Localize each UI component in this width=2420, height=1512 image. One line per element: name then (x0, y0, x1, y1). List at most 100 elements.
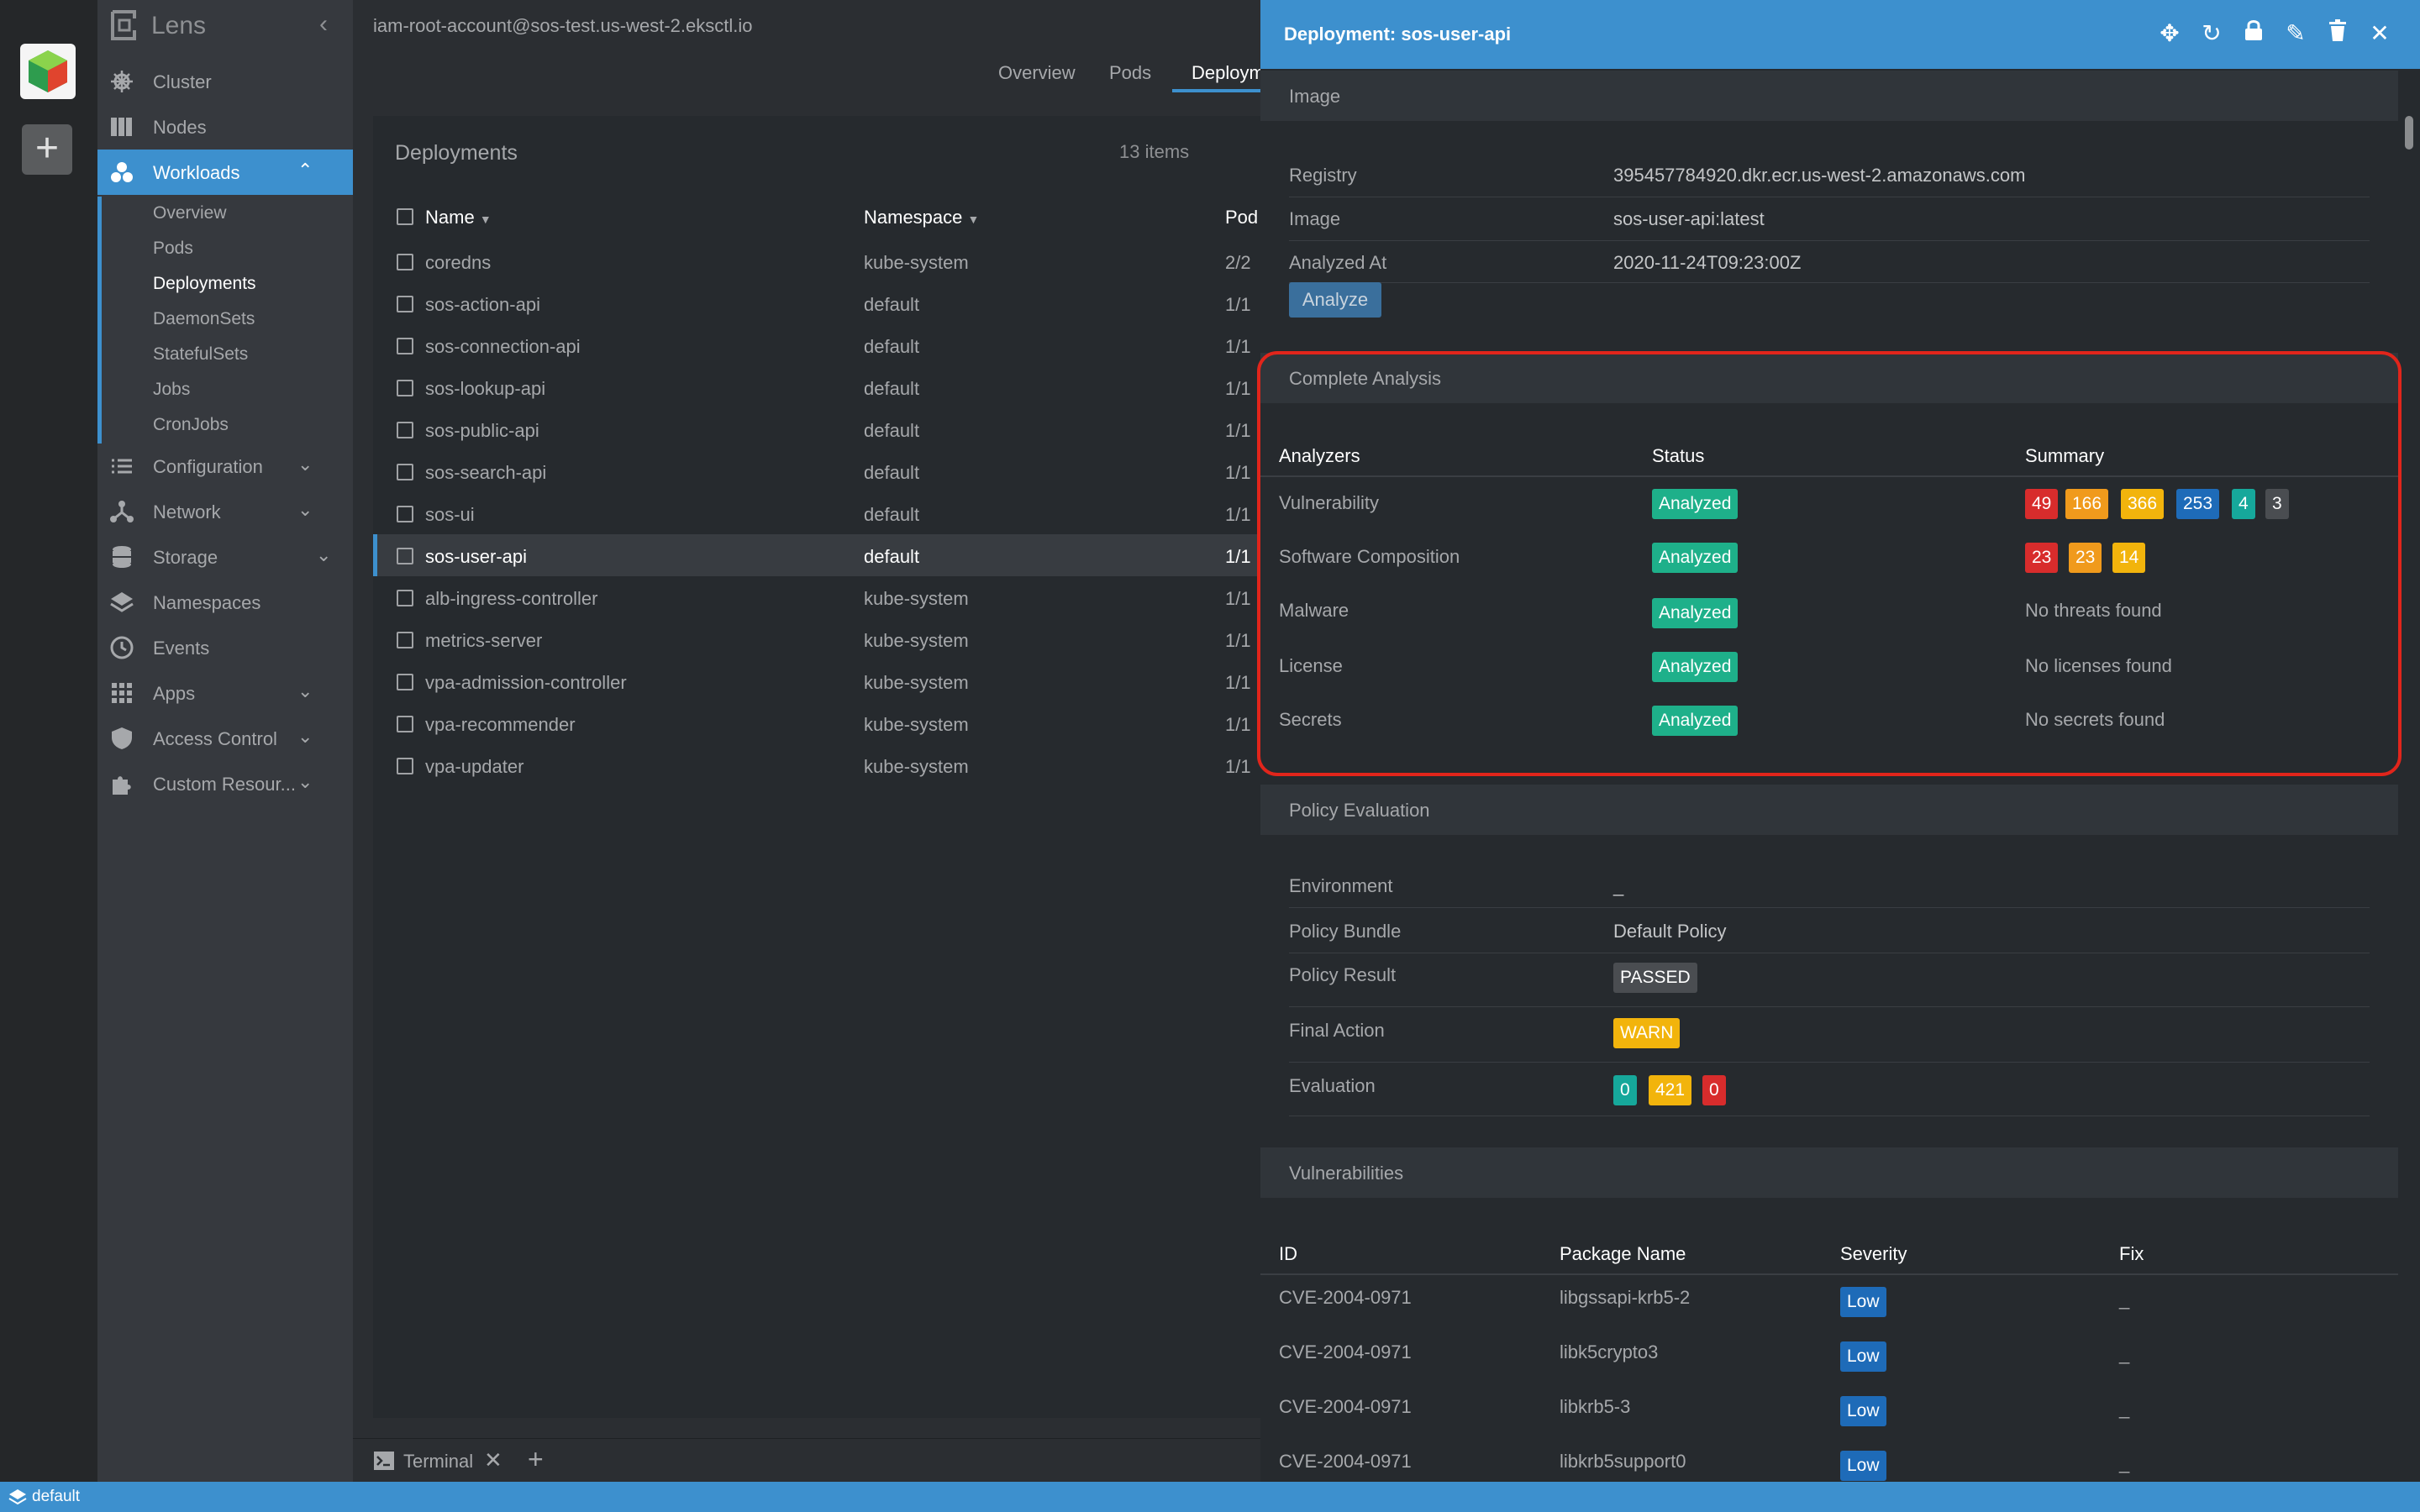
section-image: Image (1260, 71, 2398, 121)
subnav-cronjobs[interactable]: CronJobs (153, 415, 229, 434)
subnav-pods[interactable]: Pods (153, 239, 193, 258)
analyzer-vulnerability: Vulnerability (1279, 492, 1380, 513)
clock-icon (109, 635, 134, 660)
sidebar-item-configuration[interactable]: Configuration ⌄ (97, 444, 353, 489)
row-checkbox[interactable] (397, 422, 413, 438)
add-cluster-button[interactable]: + (22, 124, 72, 175)
row-checkbox[interactable] (397, 506, 413, 522)
table-row[interactable]: sos-public-api default 1/1 (373, 408, 1260, 450)
sidebar-item-nodes[interactable]: Nodes (97, 104, 353, 150)
row-checkbox[interactable] (397, 716, 413, 732)
tab-active-indicator (1172, 89, 1260, 92)
subnav-daemonsets[interactable]: DaemonSets (153, 309, 255, 328)
row-checkbox[interactable] (397, 380, 413, 396)
deployment-namespace: kube-system (864, 756, 969, 777)
cluster-icon[interactable] (20, 44, 76, 99)
row-checkbox[interactable] (397, 548, 413, 564)
subnav-overview[interactable]: Overview (153, 203, 227, 223)
table-row[interactable]: vpa-recommender kube-system 1/1 (373, 702, 1260, 744)
close-icon[interactable]: ✕ (2370, 20, 2390, 46)
sidebar-item-cluster[interactable]: Cluster (97, 59, 353, 104)
table-row[interactable]: sos-search-api default 1/1 (373, 450, 1260, 492)
chevron-down-icon: ⌄ (316, 544, 332, 565)
table-row[interactable]: vpa-admission-controller kube-system 1/1 (373, 660, 1260, 702)
terminal-tab[interactable]: Terminal (403, 1451, 474, 1472)
column-header-namespace[interactable]: Namespace ▼ (864, 207, 980, 228)
sidebar-item-storage[interactable]: Storage ⌄ (97, 534, 353, 580)
vuln-negligible-badge: 4 (2232, 489, 2255, 519)
sidebar-item-apps[interactable]: Apps ⌄ (97, 670, 353, 716)
lock-icon[interactable] (2238, 18, 2269, 49)
sidebar-item-network[interactable]: Network ⌄ (97, 489, 353, 534)
drawer-title: Deployment: sos-user-api (1284, 24, 1512, 45)
table-row[interactable]: coredns kube-system 2/2 (373, 240, 1260, 282)
deployment-pods: 1/1 (1225, 336, 1251, 357)
helm-wheel-icon (109, 69, 134, 94)
subnav-jobs[interactable]: Jobs (153, 380, 191, 399)
table-row[interactable]: sos-lookup-api default 1/1 (373, 366, 1260, 408)
sidebar-item-workloads[interactable]: Workloads ⌃ (97, 150, 353, 195)
column-header-pods[interactable]: Pod (1225, 207, 1259, 228)
sidebar-item-label: Nodes (153, 117, 207, 138)
new-terminal-icon[interactable]: + (528, 1444, 544, 1474)
row-checkbox[interactable] (397, 296, 413, 312)
select-all-checkbox[interactable] (397, 208, 413, 225)
status-namespace[interactable]: default (32, 1488, 81, 1505)
move-icon[interactable]: ✥ (2160, 20, 2180, 46)
row-checkbox[interactable] (397, 590, 413, 606)
vuln-id: CVE-2004-0971 (1279, 1396, 1412, 1417)
row-checkbox[interactable] (397, 674, 413, 690)
table-row[interactable]: alb-ingress-controller kube-system 1/1 (373, 576, 1260, 618)
app-name: Lens (151, 12, 207, 39)
deployment-pods: 1/1 (1225, 546, 1251, 567)
refresh-icon[interactable]: ↻ (2202, 20, 2222, 46)
fix-column-header: Fix (2119, 1243, 2144, 1264)
deployments-panel: Deployments 13 items Name ▼ Namespace ▼ … (373, 116, 1260, 1418)
sidebar-item-label: Storage (153, 547, 218, 568)
subnav-statefulsets[interactable]: StatefulSets (153, 344, 249, 364)
subnav-deployments[interactable]: Deployments (153, 274, 256, 293)
sidebar-item-access-control[interactable]: Access Control ⌄ (97, 716, 353, 761)
column-header-name[interactable]: Name ▼ (425, 207, 492, 228)
evaluation-go-badge: 0 (1613, 1075, 1637, 1105)
terminal-icon (373, 1451, 395, 1475)
deployment-namespace: kube-system (864, 672, 969, 693)
row-checkbox[interactable] (397, 338, 413, 354)
table-row[interactable]: sos-user-api default 1/1 (373, 534, 1260, 576)
scrollbar-thumb[interactable] (2405, 116, 2413, 150)
tab-deployments[interactable]: Deploym (1192, 62, 1265, 83)
row-checkbox[interactable] (397, 758, 413, 774)
sidebar-item-namespaces[interactable]: Namespaces (97, 580, 353, 625)
vuln-package: libkrb5-3 (1560, 1396, 1631, 1417)
deployment-name: sos-ui (425, 504, 475, 525)
edit-icon[interactable]: ✎ (2286, 20, 2306, 46)
severity-badge: Low (1840, 1287, 1886, 1317)
vuln-unknown-badge: 3 (2265, 489, 2289, 519)
sidebar-item-custom-resources[interactable]: Custom Resour... ⌄ (97, 761, 353, 806)
chevron-down-icon: ⌄ (297, 771, 313, 792)
table-row[interactable]: sos-action-api default 1/1 (373, 282, 1260, 324)
collapse-sidebar-icon[interactable]: ‹ (319, 10, 328, 38)
delete-icon[interactable] (2323, 18, 2353, 49)
analyze-button[interactable]: Analyze (1289, 282, 1381, 318)
table-row[interactable]: sos-ui default 1/1 (373, 492, 1260, 534)
deployment-namespace: kube-system (864, 630, 969, 651)
deployment-name: alb-ingress-controller (425, 588, 598, 609)
table-row[interactable]: vpa-updater kube-system 1/1 (373, 744, 1260, 786)
sidebar-item-events[interactable]: Events (97, 625, 353, 670)
table-row[interactable]: sos-connection-api default 1/1 (373, 324, 1260, 366)
sort-down-icon: ▼ (967, 213, 980, 226)
cluster-rail: + (0, 0, 97, 1482)
row-checkbox[interactable] (397, 464, 413, 480)
tab-pods[interactable]: Pods (1109, 62, 1152, 83)
divider (1289, 1006, 2370, 1007)
deployment-namespace: kube-system (864, 588, 969, 609)
workloads-icon (109, 160, 134, 185)
row-checkbox[interactable] (397, 254, 413, 270)
close-terminal-icon[interactable]: ✕ (484, 1447, 502, 1473)
row-checkbox[interactable] (397, 632, 413, 648)
table-row[interactable]: metrics-server kube-system 1/1 (373, 618, 1260, 660)
tab-overview[interactable]: Overview (998, 62, 1076, 83)
main-content: iam-root-account@sos-test.us-west-2.eksc… (353, 0, 1265, 1482)
tab-bar: Overview Pods Deploym (353, 54, 1265, 92)
